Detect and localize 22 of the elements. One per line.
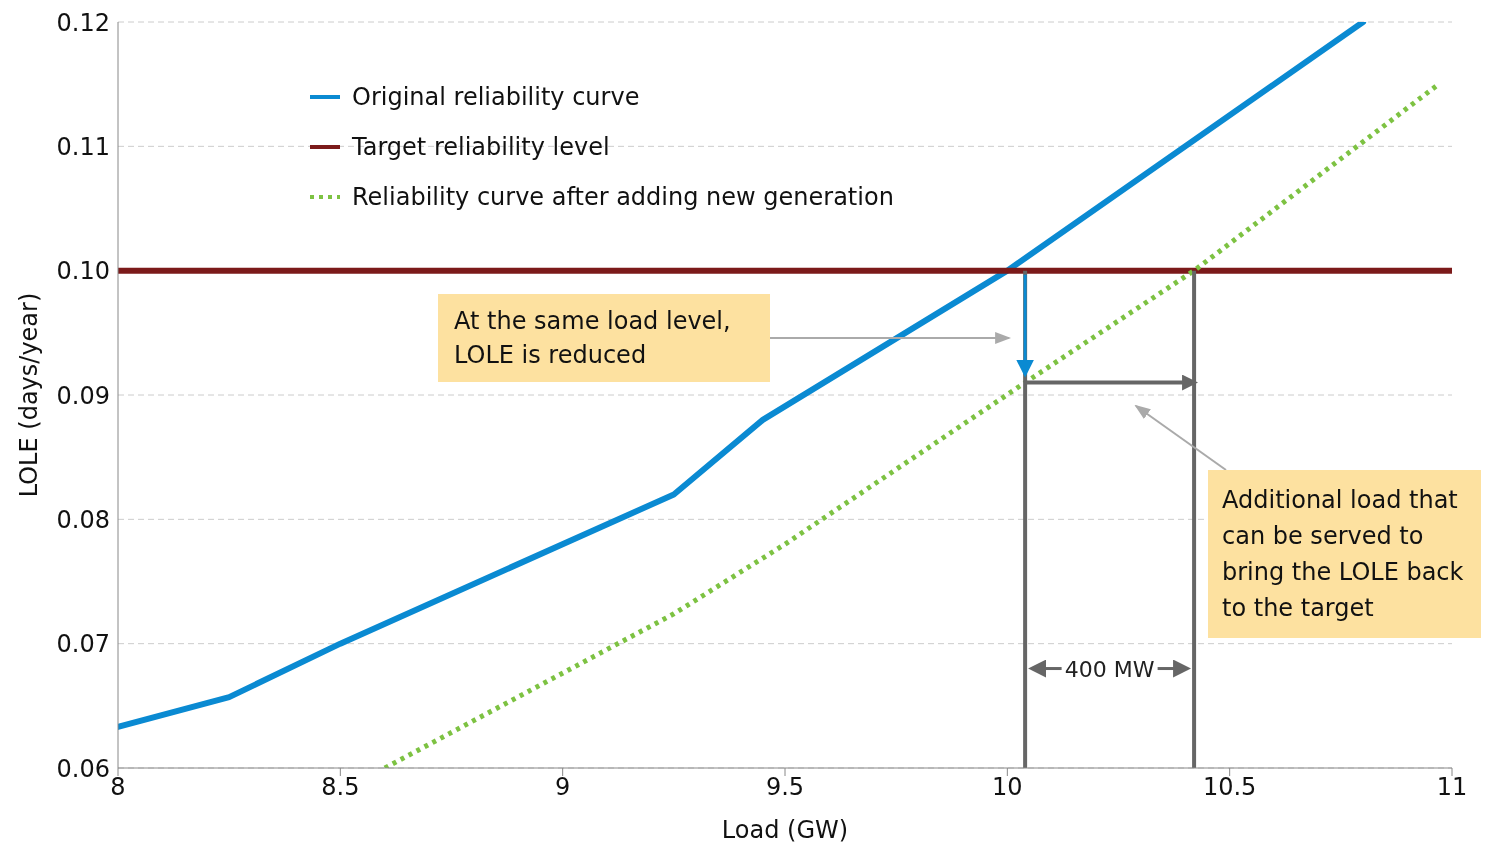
- x-tick-label: 10.5: [1202, 773, 1257, 802]
- y-tick-label: 0.09: [56, 381, 110, 410]
- x-tick-label: 9: [555, 773, 571, 802]
- x-tick-label: 9.5: [765, 773, 805, 802]
- y-tick-label: 0.12: [56, 8, 110, 37]
- x-axis-title: Load (GW): [721, 816, 849, 844]
- legend-label: Reliability curve after adding new generation: [352, 182, 894, 213]
- annotation: Additional load that can be served to bring the LOLE back to the target: [1208, 470, 1481, 638]
- x-tick-label: 8: [110, 773, 126, 802]
- y-tick-label: 0.06: [56, 754, 110, 783]
- annotation: At the same load level, LOLE is reduced: [438, 294, 770, 382]
- y-tick-label: 0.11: [56, 132, 110, 161]
- y-tick-label: 0.10: [56, 257, 110, 286]
- y-axis-title: LOLE (days/year): [14, 292, 43, 498]
- legend-label: Target reliability level: [352, 132, 610, 163]
- x-tick-label: 8.5: [321, 773, 360, 802]
- x-tick-label: 11: [1436, 773, 1468, 802]
- legend-label: Original reliability curve: [352, 82, 640, 113]
- y-tick-label: 0.07: [56, 630, 110, 659]
- y-tick-label: 0.08: [56, 505, 110, 534]
- x-tick-label: 10: [992, 773, 1023, 802]
- annotation: 400 MW: [1064, 656, 1155, 682]
